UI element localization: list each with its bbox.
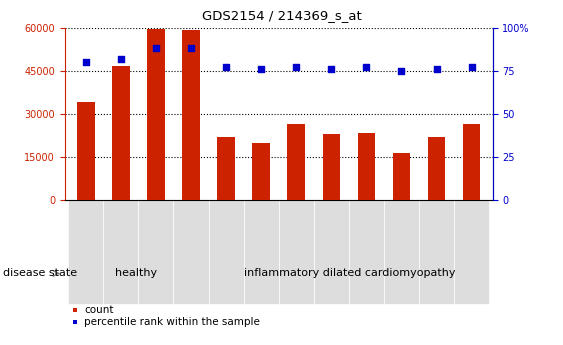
Bar — [138, 200, 173, 304]
Text: disease state: disease state — [3, 268, 77, 278]
Bar — [392, 152, 410, 200]
Point — [186, 46, 195, 51]
Bar — [73, 308, 77, 312]
Point — [81, 59, 90, 65]
Point — [151, 46, 160, 51]
Point — [257, 66, 266, 72]
Bar — [217, 137, 235, 200]
Bar — [463, 124, 480, 200]
Bar — [314, 200, 349, 304]
Bar — [279, 200, 314, 304]
Text: inflammatory dilated cardiomyopathy: inflammatory dilated cardiomyopathy — [244, 268, 455, 278]
Text: count: count — [84, 305, 114, 315]
Point — [467, 65, 476, 70]
Bar — [77, 102, 95, 200]
Bar — [454, 200, 489, 304]
Bar — [182, 30, 200, 200]
Bar — [358, 132, 375, 200]
Bar — [288, 124, 305, 200]
Point — [327, 66, 336, 72]
Point — [362, 65, 371, 70]
Point — [397, 68, 406, 73]
Bar — [349, 200, 384, 304]
Bar — [384, 200, 419, 304]
Point — [117, 56, 126, 61]
Bar — [173, 200, 208, 304]
Bar — [323, 134, 340, 200]
Text: percentile rank within the sample: percentile rank within the sample — [84, 317, 260, 327]
Text: GDS2154 / 214369_s_at: GDS2154 / 214369_s_at — [202, 9, 361, 22]
Point — [222, 65, 231, 70]
Bar — [68, 200, 104, 304]
Bar — [252, 142, 270, 200]
Point — [292, 65, 301, 70]
Bar — [208, 200, 244, 304]
Bar — [112, 66, 129, 200]
Bar — [419, 200, 454, 304]
Bar — [244, 200, 279, 304]
Bar — [428, 137, 445, 200]
Bar — [104, 200, 138, 304]
Point — [432, 66, 441, 72]
Bar — [73, 320, 77, 324]
Bar — [147, 29, 165, 200]
Text: healthy: healthy — [115, 268, 157, 278]
